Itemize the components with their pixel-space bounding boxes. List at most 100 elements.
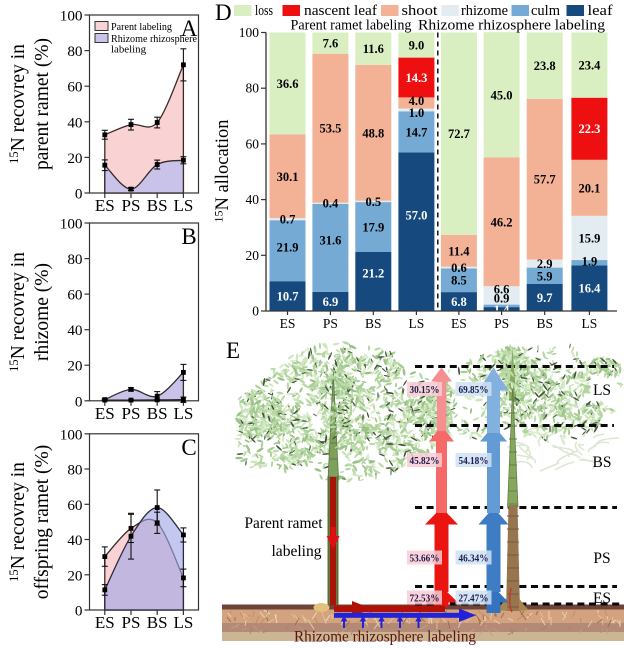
svg-text:offspring ramet (%): offspring ramet (%) <box>32 445 53 600</box>
svg-text:23.4: 23.4 <box>578 59 601 73</box>
svg-text:labeling: labeling <box>111 44 146 56</box>
svg-text:72.53%: 72.53% <box>410 594 440 605</box>
svg-text:23.8: 23.8 <box>534 59 556 73</box>
svg-text:BS: BS <box>593 454 612 471</box>
svg-text:40: 40 <box>67 114 83 131</box>
svg-text:D: D <box>215 0 232 25</box>
svg-text:Parent ramet: Parent ramet <box>245 515 324 532</box>
svg-text:PS: PS <box>323 316 338 331</box>
svg-text:21.2: 21.2 <box>362 267 384 281</box>
svg-text:LS: LS <box>582 316 598 331</box>
svg-text:0: 0 <box>75 186 83 203</box>
svg-text:shoot: shoot <box>402 3 438 19</box>
svg-text:4.0: 4.0 <box>409 94 425 108</box>
svg-text:22.3: 22.3 <box>578 122 600 136</box>
svg-text:100: 100 <box>239 25 260 40</box>
svg-text:ES: ES <box>95 613 115 632</box>
svg-text:14.7: 14.7 <box>405 125 427 139</box>
svg-text:80: 80 <box>246 81 260 96</box>
svg-text:36.6: 36.6 <box>277 77 299 91</box>
svg-text:nascent leaf: nascent leaf <box>304 3 377 19</box>
svg-text:0.9: 0.9 <box>494 292 510 306</box>
svg-text:loss: loss <box>255 3 273 19</box>
svg-text:48.8: 48.8 <box>362 126 384 140</box>
svg-text:57.7: 57.7 <box>534 173 556 187</box>
svg-text:PS: PS <box>122 404 141 423</box>
svg-text:PS: PS <box>593 550 610 567</box>
svg-text:69.85%: 69.85% <box>459 385 489 396</box>
svg-text:C: C <box>181 435 196 460</box>
svg-text:60: 60 <box>67 287 83 304</box>
svg-text:80: 80 <box>67 43 83 60</box>
svg-text:1.0: 1.0 <box>409 106 425 120</box>
svg-text:16.4: 16.4 <box>578 282 601 296</box>
svg-text:8.5: 8.5 <box>451 274 467 288</box>
svg-text:46.34%: 46.34% <box>459 554 489 565</box>
svg-text:11.6: 11.6 <box>363 42 384 56</box>
svg-text:leaf: leaf <box>588 3 613 19</box>
svg-text:60: 60 <box>67 497 83 514</box>
svg-text:BS: BS <box>147 196 168 215</box>
svg-text:0.5: 0.5 <box>365 195 381 209</box>
svg-text:A: A <box>181 16 198 41</box>
svg-text:E: E <box>226 338 240 363</box>
svg-text:ES: ES <box>95 196 115 215</box>
svg-text:ES: ES <box>451 316 467 331</box>
svg-text:6.9: 6.9 <box>323 295 339 309</box>
svg-text:9.0: 9.0 <box>409 39 425 53</box>
svg-text:LS: LS <box>593 382 611 399</box>
svg-text:BS: BS <box>147 404 168 423</box>
svg-text:Parent ramet labeling: Parent ramet labeling <box>291 18 412 34</box>
svg-text:45.0: 45.0 <box>491 88 513 102</box>
svg-text:14.3: 14.3 <box>405 71 427 85</box>
svg-text:LS: LS <box>173 613 193 632</box>
svg-text:53.66%: 53.66% <box>410 554 440 565</box>
svg-text:ES: ES <box>280 316 296 331</box>
svg-text:60: 60 <box>246 136 260 151</box>
svg-text:BS: BS <box>147 613 168 632</box>
svg-text:ES: ES <box>593 590 611 607</box>
svg-text:15N recovrey in: 15N recovrey in <box>7 44 29 164</box>
svg-text:15N recovrey in: 15N recovrey in <box>7 462 29 582</box>
svg-text:15N allocation: 15N allocation <box>212 120 234 223</box>
svg-text:0: 0 <box>75 393 83 410</box>
svg-text:culm: culm <box>531 3 561 19</box>
svg-text:Rhizome rhizosphere labeling: Rhizome rhizosphere labeling <box>294 629 476 646</box>
svg-text:20: 20 <box>246 248 260 263</box>
svg-text:40: 40 <box>67 322 83 339</box>
svg-text:30.1: 30.1 <box>277 170 299 184</box>
svg-text:1.4: 1.4 <box>494 303 510 317</box>
svg-text:0: 0 <box>252 304 259 319</box>
svg-text:Parent labeling: Parent labeling <box>111 21 172 33</box>
svg-text:20.1: 20.1 <box>578 181 600 195</box>
svg-text:20: 20 <box>67 567 83 584</box>
svg-text:0: 0 <box>75 603 83 620</box>
svg-text:20: 20 <box>67 150 83 167</box>
svg-text:1.9: 1.9 <box>582 255 598 269</box>
svg-text:LS: LS <box>173 196 193 215</box>
svg-text:20: 20 <box>67 358 83 375</box>
svg-text:2.9: 2.9 <box>537 257 553 271</box>
svg-text:parent ramet (%): parent ramet (%) <box>32 38 53 170</box>
svg-text:BS: BS <box>365 316 382 331</box>
svg-text:0.6: 0.6 <box>451 261 467 275</box>
svg-text:11.4: 11.4 <box>448 244 470 258</box>
svg-text:6.6: 6.6 <box>494 283 510 297</box>
svg-text:53.5: 53.5 <box>319 122 341 136</box>
svg-text:LS: LS <box>409 316 425 331</box>
svg-text:30.15%: 30.15% <box>410 385 440 396</box>
svg-text:80: 80 <box>67 251 83 268</box>
svg-text:57.0: 57.0 <box>405 209 427 223</box>
svg-text:9.7: 9.7 <box>537 291 553 305</box>
svg-text:0.7: 0.7 <box>280 213 296 227</box>
svg-text:15.9: 15.9 <box>578 231 600 245</box>
svg-text:10.7: 10.7 <box>277 290 299 304</box>
svg-text:100: 100 <box>60 216 83 233</box>
svg-text:54.18%: 54.18% <box>459 456 489 467</box>
svg-text:rhizome (%): rhizome (%) <box>32 263 53 361</box>
svg-text:6.8: 6.8 <box>451 295 467 309</box>
svg-text:72.7: 72.7 <box>448 127 470 141</box>
svg-text:PS: PS <box>122 196 141 215</box>
svg-text:ES: ES <box>95 404 115 423</box>
svg-text:Rhizome rhizosphere: Rhizome rhizosphere <box>111 33 197 45</box>
